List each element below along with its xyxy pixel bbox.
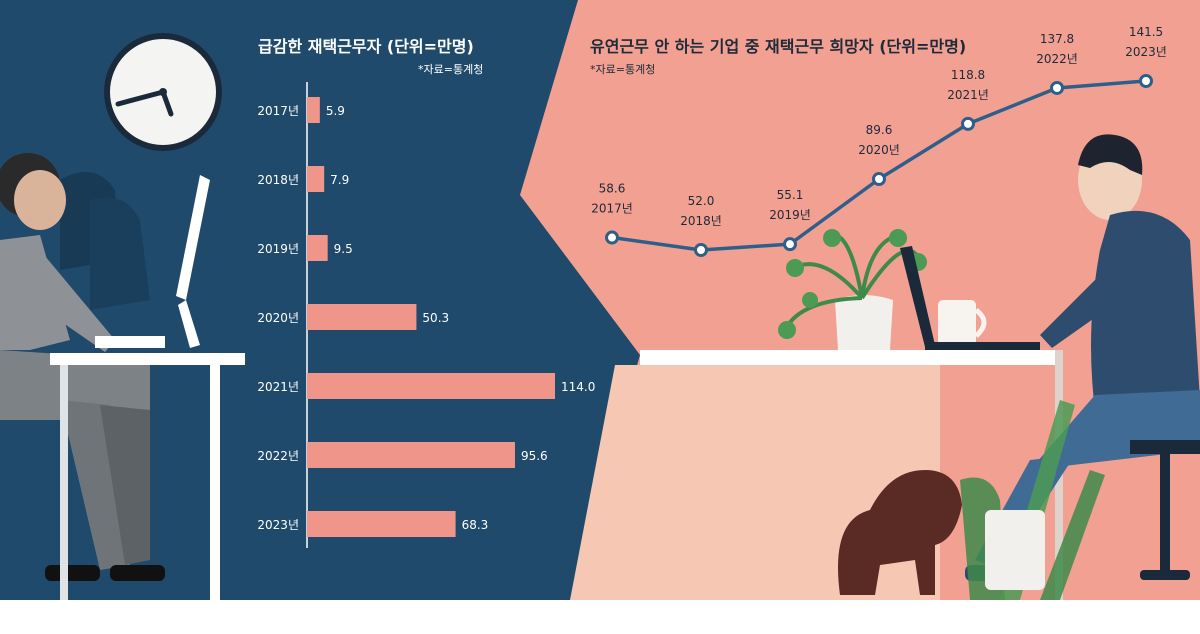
line-point-0 <box>605 230 619 245</box>
line-category-label: 2018년 <box>680 214 722 228</box>
line-value-label: 137.8 <box>1040 32 1074 46</box>
bar-value-label: 9.5 <box>334 242 353 256</box>
line-category-label: 2020년 <box>858 143 900 157</box>
bar-category-label: 2018년 <box>257 173 299 187</box>
line-value-label: 55.1 <box>777 188 804 202</box>
line-value-label: 118.8 <box>951 68 985 82</box>
bar-category-label: 2023년 <box>257 518 299 532</box>
bar-value-label: 7.9 <box>330 173 349 187</box>
bottom-margin <box>0 600 1200 630</box>
right-chart-title: 유연근무 안 하는 기업 중 재택근무 희망자 (단위=만명) <box>590 37 966 56</box>
line-value-label: 89.6 <box>866 123 893 137</box>
line-value-label: 141.5 <box>1129 25 1163 39</box>
bar-0 <box>307 97 320 123</box>
bar-category-label: 2022년 <box>257 449 299 463</box>
bar-category-label: 2017년 <box>257 104 299 118</box>
left-chart-source: *자료=통계청 <box>418 63 483 76</box>
line-chart-marks: 58.6 2017년 52.0 2018년 55.1 2019년 89.6 2020년 118.… <box>591 25 1167 257</box>
bar-value-label: 5.9 <box>326 104 345 118</box>
left-chart-title: 급감한 재택근무자 (단위=만명) <box>258 37 474 56</box>
line-value-label: 58.6 <box>599 182 626 196</box>
line-value-label: 52.0 <box>688 194 715 208</box>
line-point-5 <box>1050 80 1064 95</box>
bar-value-label: 95.6 <box>521 449 548 463</box>
line-point-4 <box>961 116 975 131</box>
bar-5 <box>307 442 515 468</box>
clock-icon <box>104 33 222 151</box>
line-category-label: 2017년 <box>591 202 633 216</box>
bar-value-label: 68.3 <box>462 518 489 532</box>
office-worker-illustration <box>0 153 245 600</box>
line-point-3 <box>872 172 886 187</box>
line-category-label: 2021년 <box>947 88 989 102</box>
bar-chart-marks: 2017년 5.9 2018년 7.9 2019년 9.5 2020년 50.3 2021년 11… <box>257 97 595 537</box>
bar-1 <box>307 166 325 192</box>
line-point-1 <box>694 243 708 257</box>
line-category-label: 2023년 <box>1125 45 1167 59</box>
bar-value-label: 114.0 <box>561 380 595 394</box>
line-point-2 <box>783 237 797 252</box>
line-category-label: 2019년 <box>769 208 811 222</box>
bar-4 <box>307 373 555 399</box>
right-chart-source: *자료=통계청 <box>590 63 655 76</box>
bar-6 <box>307 511 456 537</box>
line-category-label: 2022년 <box>1036 52 1078 66</box>
bar-category-label: 2019년 <box>257 242 299 256</box>
line-point-6 <box>1139 74 1153 88</box>
bar-2 <box>307 235 328 261</box>
bar-value-label: 50.3 <box>422 311 449 325</box>
bar-3 <box>307 304 417 330</box>
bar-category-label: 2020년 <box>257 311 299 325</box>
home-worker-illustration <box>570 134 1200 600</box>
bar-category-label: 2021년 <box>257 380 299 394</box>
